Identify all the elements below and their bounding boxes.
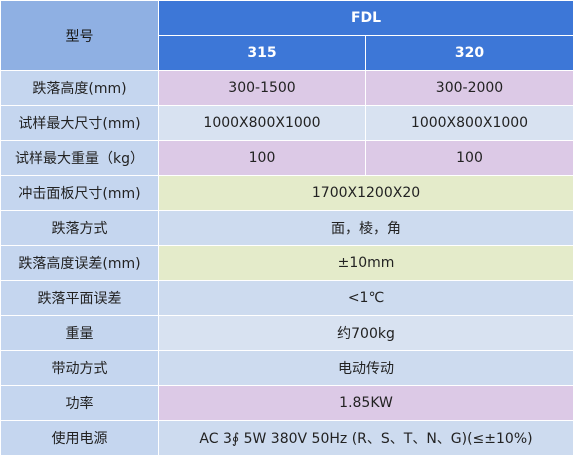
row-value-320: 1000X800X1000 — [364, 105, 574, 141]
row-label: 跌落高度误差(mm) — [0, 245, 159, 281]
table-row: 使用电源 AC 3∮ 5W 380V 50Hz (R、S、T、N、G)(≤±10… — [0, 420, 574, 456]
row-value: 约700kg — [157, 315, 574, 351]
table-row: 冲击面板尺寸(mm) 1700X1200X20 — [0, 175, 574, 211]
row-value: 1700X1200X20 — [157, 175, 574, 211]
table-row: 跌落平面误差 <1℃ — [0, 280, 574, 316]
row-value-320: 100 — [364, 140, 574, 176]
header-row-series: 型号 FDL — [0, 0, 574, 71]
table-row: 跌落方式 面，棱，角 — [0, 210, 574, 246]
row-value-315: 1000X800X1000 — [158, 105, 366, 141]
table-row: 跌落高度(mm) 300-1500 300-2000 — [0, 70, 574, 106]
row-value-315: 300-1500 — [158, 70, 366, 106]
row-label: 冲击面板尺寸(mm) — [0, 175, 159, 211]
row-value: <1℃ — [157, 280, 574, 316]
header-row-models: 315 320 — [1, 35, 574, 71]
table-row: 试样最大尺寸(mm) 1000X800X1000 1000X800X1000 — [0, 105, 574, 141]
row-label: 跌落方式 — [0, 210, 159, 246]
row-label: 试样最大尺寸(mm) — [0, 105, 159, 141]
table-row: 带动方式 电动传动 — [0, 350, 574, 386]
row-label: 带动方式 — [0, 350, 159, 386]
model-320-header-cell: 320 — [364, 35, 574, 71]
row-value: AC 3∮ 5W 380V 50Hz (R、S、T、N、G)(≤±10%) — [157, 420, 574, 456]
row-value: 电动传动 — [157, 350, 574, 386]
row-label: 试样最大重量（kg） — [0, 140, 159, 176]
model-315-header-cell: 315 — [158, 35, 366, 71]
row-value-320: 300-2000 — [364, 70, 574, 106]
row-label: 跌落平面误差 — [0, 280, 159, 316]
table-row: 功率 1.85KW — [0, 385, 574, 421]
row-label: 功率 — [0, 385, 159, 421]
table-row: 跌落高度误差(mm) ±10mm — [0, 245, 574, 281]
row-value: 面，棱，角 — [157, 210, 574, 246]
row-value: 1.85KW — [157, 385, 574, 421]
row-label: 重量 — [0, 315, 159, 351]
row-value: ±10mm — [157, 245, 574, 281]
table-row: 试样最大重量（kg） 100 100 — [0, 140, 574, 176]
table-row: 重量 约700kg — [0, 315, 574, 351]
series-header-cell: FDL — [157, 0, 574, 36]
model-header-cell: 型号 — [0, 0, 159, 71]
row-label: 跌落高度(mm) — [0, 70, 159, 106]
row-label: 使用电源 — [0, 420, 159, 456]
row-value-315: 100 — [158, 140, 366, 176]
